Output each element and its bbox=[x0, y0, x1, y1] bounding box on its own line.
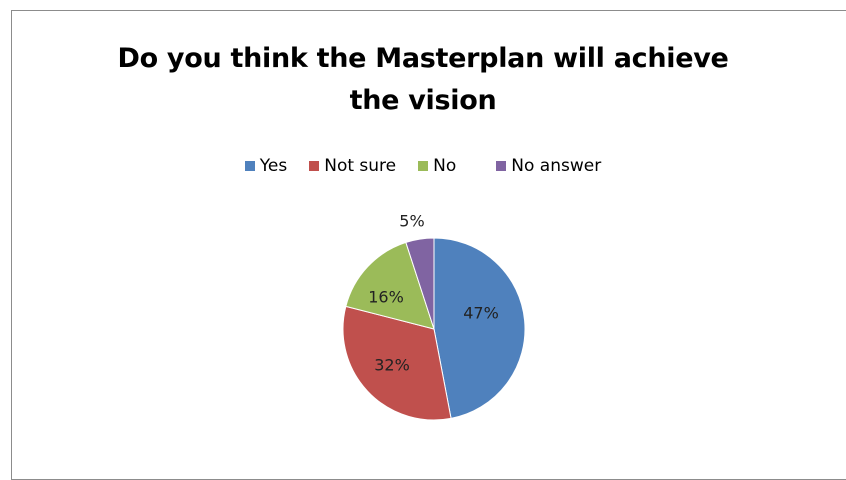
pie-slice-yes bbox=[433, 237, 526, 419]
legend-label-not-sure: Not sure bbox=[324, 156, 397, 176]
pie-slice-no-answer bbox=[405, 237, 435, 330]
legend-swatch-no bbox=[418, 161, 429, 171]
legend-item-no: No bbox=[418, 156, 456, 176]
chart-title: Do you think the Masterplan will achieve… bbox=[0, 38, 846, 122]
pie-slice-not-sure bbox=[342, 305, 452, 421]
pie-label-no-answer: 5% bbox=[399, 212, 424, 231]
legend-swatch-yes bbox=[244, 161, 255, 171]
legend-swatch-not-sure bbox=[309, 161, 320, 171]
chart-legend: Yes Not sure No No answer bbox=[0, 156, 846, 176]
pie-chart: 47% 32% 16% 5% bbox=[342, 212, 526, 421]
pie-slice-no bbox=[345, 241, 435, 330]
legend-item-no-answer: No answer bbox=[496, 156, 601, 176]
legend-label-yes: Yes bbox=[259, 156, 288, 176]
legend-item-not-sure: Not sure bbox=[309, 156, 396, 176]
chart-title-line-1: Do you think the Masterplan will achieve bbox=[117, 43, 729, 74]
pie-label-no: 16% bbox=[368, 288, 404, 307]
pie-label-yes: 47% bbox=[463, 304, 499, 323]
chart-title-line-2: the vision bbox=[349, 85, 497, 116]
legend-label-no: No bbox=[433, 156, 457, 176]
legend-swatch-no-answer bbox=[496, 161, 507, 171]
legend-label-no-answer: No answer bbox=[511, 156, 602, 176]
pie-label-not-sure: 32% bbox=[374, 356, 410, 375]
legend-item-yes: Yes bbox=[244, 156, 288, 176]
